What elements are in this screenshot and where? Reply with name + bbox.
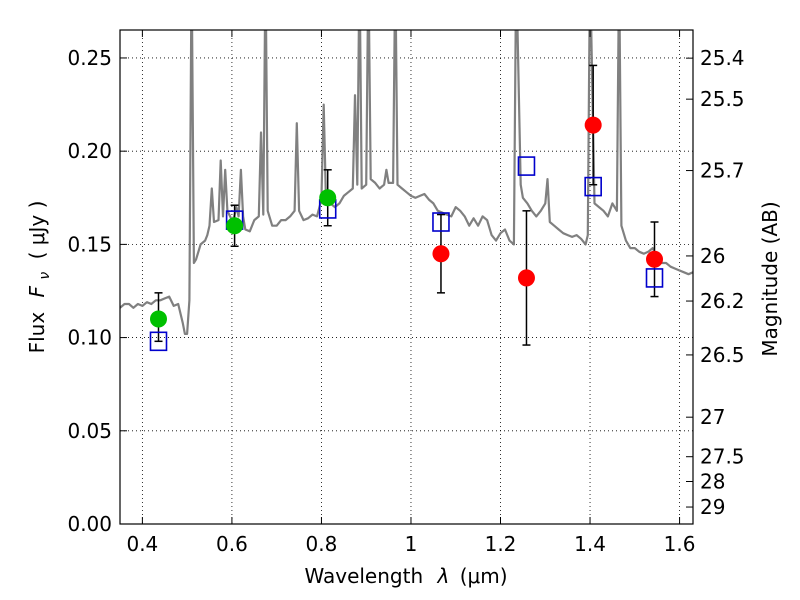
model-photometry-markers [149, 156, 664, 352]
y-axis-ticks: 0.00 0.05 0.10 0.15 0.20 0.25 [67, 46, 127, 536]
observed-point-green [149, 310, 167, 328]
x-tick-label: 0.8 [306, 532, 338, 556]
x-tick-label: 1.4 [574, 532, 606, 556]
y-tick-label: 0.25 [67, 46, 112, 70]
y2-tick-label: 25.5 [700, 87, 745, 111]
y-tick-label: 0.15 [67, 232, 112, 256]
observed-point-red [517, 269, 535, 287]
x-tick-label: 1.6 [664, 532, 696, 556]
y2-tick-label: 26.2 [700, 289, 745, 313]
model-photometry-point [645, 268, 664, 288]
y2-tick-label: 25.4 [700, 46, 745, 70]
x-tick-label: 1 [405, 532, 418, 556]
observed-point-red [584, 116, 602, 134]
y2-tick-label: 26.5 [700, 343, 745, 367]
grid-lines [120, 30, 693, 525]
observed-flux-markers [149, 116, 664, 328]
x-axis-ticks: 0.4 0.6 0.8 1 1.2 1.4 1.6 [126, 30, 695, 556]
y2-tick-label: 27 [700, 405, 725, 429]
y2-tick-label: 25.7 [700, 159, 745, 183]
error-bars [154, 64, 659, 346]
observed-point-red [646, 250, 664, 268]
y-tick-label: 0.10 [67, 326, 112, 350]
y2-tick-label: 28 [700, 469, 725, 493]
model-photometry-point [149, 331, 168, 352]
y2-tick-label: 29 [700, 495, 725, 519]
model-spectrum-line [120, 30, 693, 335]
observed-point-red [432, 245, 450, 263]
plot-frame [119, 29, 694, 525]
model-photometry-point [584, 176, 602, 197]
y-tick-label: 0.20 [67, 139, 112, 163]
x-axis-label: Wavelength λ (μm) [304, 564, 507, 588]
y2-tick-label: 27.5 [700, 445, 745, 469]
secondary-y-axis-label: Magnitude (AB) [758, 201, 782, 356]
y-tick-label: 0.00 [67, 512, 112, 536]
y2-tick-label: 26 [700, 244, 725, 268]
y-axis-label: Flux F ν ( μJy ) [25, 201, 54, 354]
observed-point-green [226, 217, 244, 235]
spectrum-path [120, 30, 693, 335]
x-tick-label: 0.4 [126, 532, 158, 556]
model-photometry-point [517, 156, 536, 176]
y-tick-label: 0.05 [67, 419, 112, 443]
x-tick-label: 1.2 [485, 532, 517, 556]
model-photometry-point [432, 212, 450, 232]
x-tick-label: 0.6 [216, 532, 248, 556]
observed-point-green [319, 189, 337, 207]
